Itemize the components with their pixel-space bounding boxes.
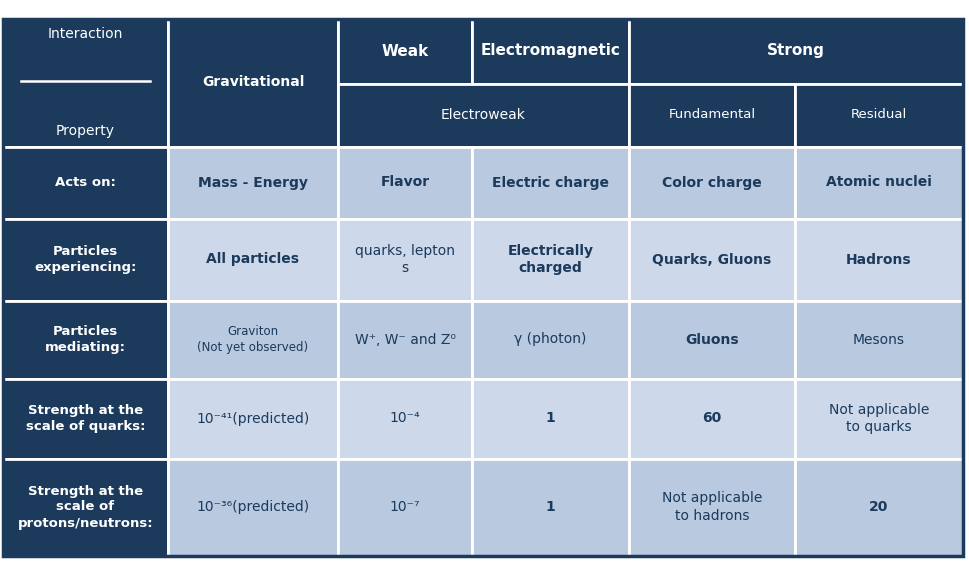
Text: 20: 20 [868,500,888,514]
Text: Not applicable
to hadrons: Not applicable to hadrons [661,491,762,523]
Bar [168,301,337,378]
Bar [337,83,628,146]
Bar [628,219,795,301]
Text: Property: Property [56,123,115,138]
Bar [3,459,168,556]
Text: Flavor: Flavor [380,176,429,189]
Text: 10⁻⁴¹(predicted): 10⁻⁴¹(predicted) [196,412,309,425]
Bar [472,378,628,459]
Text: Electromagnetic: Electromagnetic [480,44,620,59]
Text: 1: 1 [545,412,555,425]
Text: Color charge: Color charge [662,176,761,189]
Text: 1: 1 [545,500,555,514]
Text: Strong: Strong [766,44,824,59]
Bar [472,459,628,556]
Bar [472,219,628,301]
Bar [337,301,472,378]
Bar [3,219,168,301]
Bar [795,378,962,459]
Text: W⁺, W⁻ and Z⁰: W⁺, W⁻ and Z⁰ [355,332,455,347]
Text: Mass - Energy: Mass - Energy [198,176,307,189]
Bar [168,459,337,556]
Bar [628,459,795,556]
Text: Graviton
(Not yet observed): Graviton (Not yet observed) [198,325,308,354]
Text: Electric charge: Electric charge [491,176,609,189]
Text: Particles
experiencing:: Particles experiencing: [34,245,137,274]
Bar [3,146,168,219]
Bar [3,18,168,146]
Text: γ (photon): γ (photon) [514,332,586,347]
Bar [628,146,795,219]
Text: Fundamental: Fundamental [668,108,755,122]
Bar [628,378,795,459]
Text: Interaction: Interaction [47,28,123,41]
Bar [168,378,337,459]
Text: Strength at the
scale of quarks:: Strength at the scale of quarks: [26,404,145,433]
Bar [168,146,337,219]
Bar [795,83,962,146]
Text: Mesons: Mesons [852,332,904,347]
Text: 10⁻⁴: 10⁻⁴ [390,412,420,425]
Text: Not applicable
to quarks: Not applicable to quarks [828,403,928,434]
Bar [628,301,795,378]
Bar [337,378,472,459]
Text: Hadrons: Hadrons [845,253,911,266]
Bar [628,83,795,146]
Bar [472,146,628,219]
Bar [337,219,472,301]
Text: Atomic nuclei: Atomic nuclei [826,176,931,189]
Bar [795,219,962,301]
Bar [795,301,962,378]
Bar [337,18,472,83]
Text: Residual: Residual [850,108,906,122]
Bar [795,146,962,219]
Bar [472,18,628,83]
Text: Strength at the
scale of
protons/neutrons:: Strength at the scale of protons/neutron… [17,484,153,529]
Bar [168,18,337,146]
Bar [337,146,472,219]
Bar [795,459,962,556]
Bar [168,219,337,301]
Text: Electrically
charged: Electrically charged [507,244,593,275]
Text: Gravitational: Gravitational [202,76,304,90]
Text: 10⁻³⁶(predicted): 10⁻³⁶(predicted) [197,500,309,514]
Text: Gluons: Gluons [684,332,738,347]
Text: 60: 60 [702,412,721,425]
Text: Acts on:: Acts on: [55,176,116,189]
Bar [337,459,472,556]
Bar [628,18,962,83]
Text: Electroweak: Electroweak [441,108,525,122]
Text: quarks, lepton
s: quarks, lepton s [355,244,454,275]
Bar [472,301,628,378]
Bar [3,378,168,459]
Bar [3,301,168,378]
Text: Particles
mediating:: Particles mediating: [45,325,126,354]
Text: All particles: All particles [206,253,299,266]
Text: Quarks, Gluons: Quarks, Gluons [652,253,770,266]
Text: 10⁻⁷: 10⁻⁷ [390,500,420,514]
Text: Weak: Weak [381,44,428,59]
